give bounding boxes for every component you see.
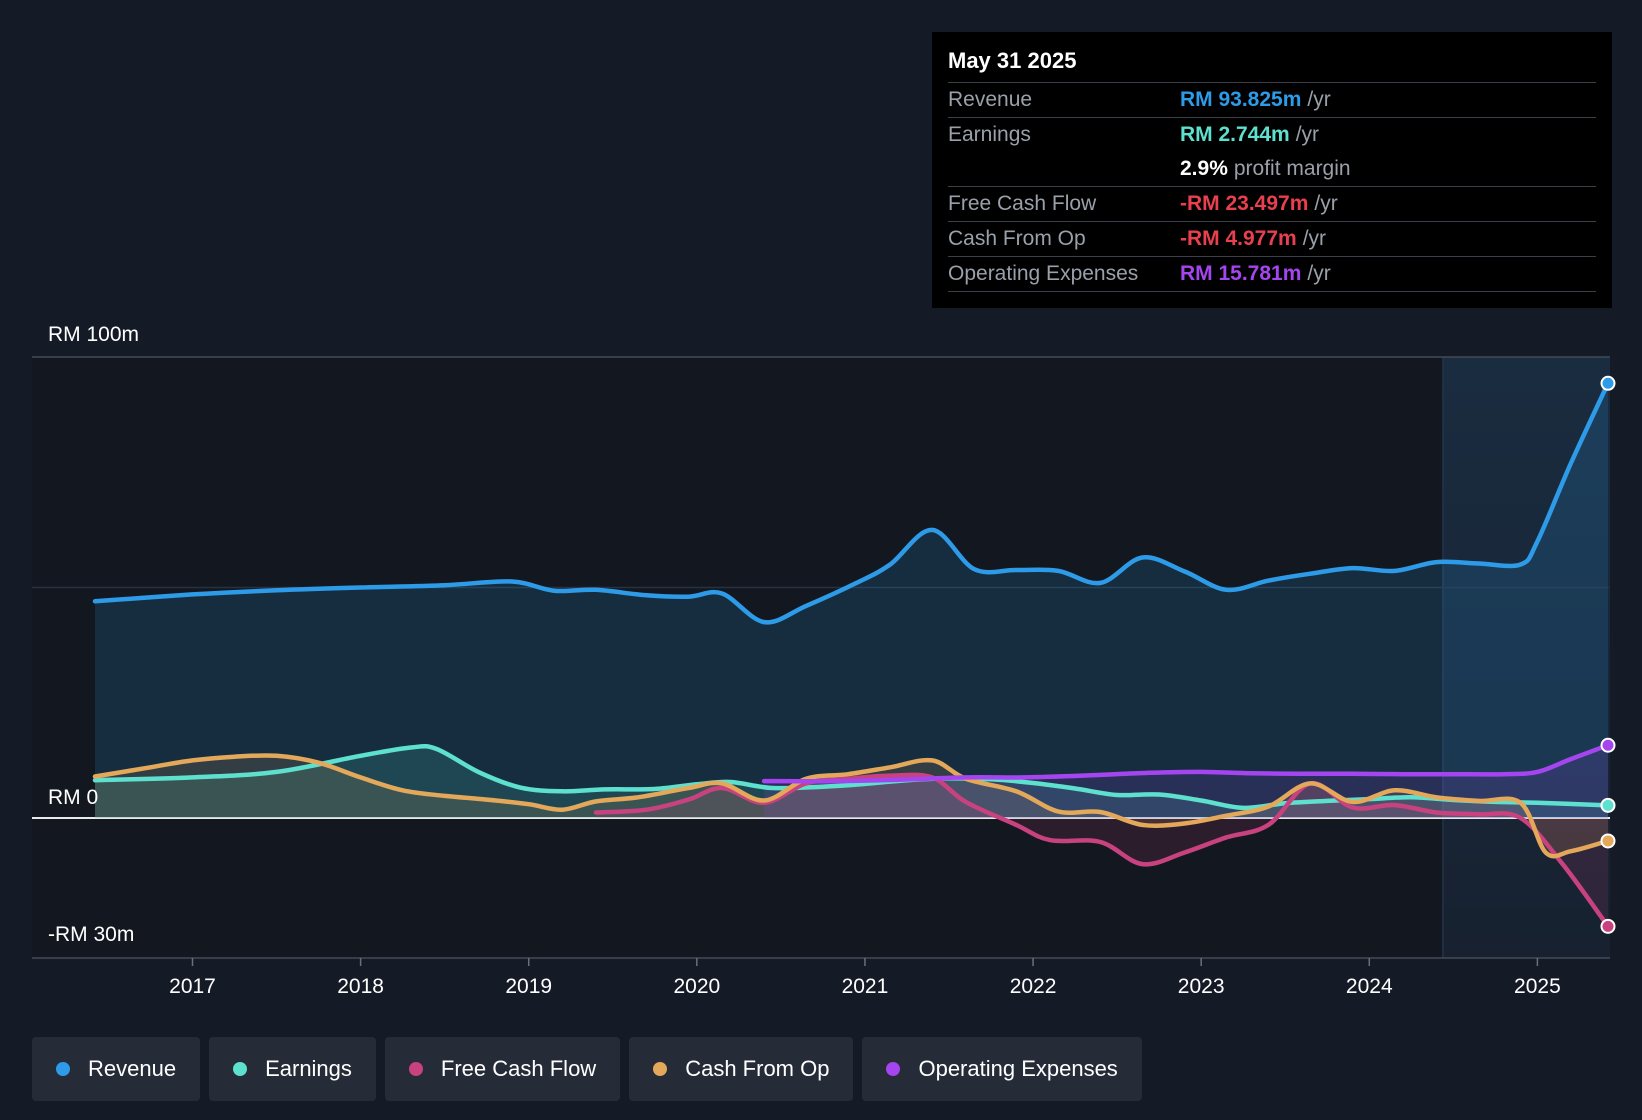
tooltip-unit: /yr	[1307, 88, 1331, 111]
tooltip-unit: /yr	[1314, 192, 1338, 215]
legend-dot-icon	[233, 1062, 248, 1076]
plot-background	[32, 357, 1443, 958]
recent-period-band	[1443, 357, 1610, 958]
free-cash-flow-end-point	[1600, 918, 1616, 934]
tooltip-label: Revenue	[948, 88, 1033, 111]
y-axis-labels: RM 100m RM 0 -RM 30m	[48, 323, 139, 946]
x-tick-label: 2024	[1346, 975, 1393, 998]
earnings-end-point	[1600, 797, 1616, 813]
tooltip-row-earnings: Earnings RM 2.744m /yr	[948, 118, 1596, 152]
tooltip-unit: /yr	[1295, 123, 1320, 146]
legend-label: Revenue	[88, 1056, 177, 1081]
tooltip-value: RM 2.744m	[1180, 123, 1290, 146]
tooltip-label: Operating Expenses	[948, 262, 1139, 285]
legend-label: Earnings	[265, 1056, 352, 1081]
tooltip-row-profit-margin: 2.9% profit margin	[948, 152, 1596, 187]
legend-item-operating-expenses[interactable]: Operating Expenses	[862, 1037, 1142, 1101]
tooltip-unit: profit margin	[1233, 157, 1351, 180]
legend-item-earnings[interactable]: Earnings	[209, 1037, 376, 1101]
x-tick-label: 2022	[1010, 975, 1057, 998]
tooltip-label: Earnings	[948, 123, 1031, 146]
x-tick-label: 2018	[337, 975, 384, 998]
series-end-markers	[1600, 375, 1616, 934]
legend-dot-icon	[886, 1062, 901, 1076]
tooltip-row-free-cash-flow: Free Cash Flow -RM 23.497m /yr	[948, 187, 1596, 222]
gridlines	[32, 356, 1610, 959]
revenue-area	[95, 383, 1608, 818]
tooltip-value: 2.9%	[1180, 157, 1228, 180]
tooltip-date: May 31 2025	[948, 46, 1596, 83]
legend-dot-icon	[56, 1062, 70, 1076]
legend-label: Operating Expenses	[918, 1056, 1118, 1081]
x-tick-label: 2020	[673, 975, 720, 998]
free-cash-flow-line	[593, 772, 1611, 929]
legend-item-cash-from-op[interactable]: Cash From Op	[629, 1037, 854, 1101]
legend-item-revenue[interactable]: Revenue	[32, 1037, 201, 1101]
y-tick-label: -RM 30m	[48, 923, 134, 946]
tooltip-label: Free Cash Flow	[948, 192, 1097, 215]
y-tick-label: RM 100m	[48, 323, 139, 346]
legend-label: Cash From Op	[685, 1056, 830, 1081]
x-tick-label: 2019	[505, 975, 552, 998]
revenue-line	[92, 381, 1611, 625]
tooltip-value: RM 93.825m	[1180, 88, 1302, 111]
operating-expenses-line	[761, 742, 1611, 784]
tooltip-value: -RM 4.977m	[1180, 227, 1297, 250]
free-cash-flow-area	[596, 774, 1608, 927]
x-tick-label: 2017	[169, 975, 216, 998]
x-tick-label: 2021	[842, 975, 889, 998]
x-tick-label: 2025	[1514, 975, 1561, 998]
cash-from-op-end-point	[1600, 833, 1616, 849]
tooltip-row-cash-from-op: Cash From Op -RM 4.977m /yr	[948, 222, 1596, 257]
legend-dot-icon	[408, 1062, 423, 1076]
y-tick-label: RM 0	[48, 786, 98, 809]
tooltip-value: -RM 23.497m	[1180, 192, 1309, 215]
legend: Revenue Earnings Free Cash Flow Cash Fro…	[32, 1037, 1142, 1101]
x-tick-label: 2023	[1178, 975, 1225, 998]
tooltip-value: RM 15.781m	[1180, 262, 1302, 285]
cash-from-op-line	[92, 753, 1611, 859]
tooltip-unit: /yr	[1307, 262, 1331, 285]
revenue-end-point	[1600, 375, 1616, 391]
tooltip-unit: /yr	[1302, 227, 1327, 250]
tooltip-row-revenue: Revenue RM 93.825m /yr	[948, 83, 1596, 118]
data-tooltip: May 31 2025 Revenue RM 93.825m /yr Earni…	[932, 32, 1612, 308]
tooltip-label: Cash From Op	[948, 227, 1086, 250]
legend-dot-icon	[653, 1062, 668, 1076]
operating-expenses-end-point	[1600, 737, 1616, 753]
x-axis-labels: 2017 2018 2019 2020 2021 2022 2023 2024 2025	[169, 958, 1561, 998]
legend-item-free-cash-flow[interactable]: Free Cash Flow	[384, 1037, 621, 1101]
series-lines	[92, 381, 1611, 929]
cash-from-op-area	[95, 755, 1608, 857]
tooltip-row-operating-expenses: Operating Expenses RM 15.781m /yr	[948, 257, 1596, 292]
legend-label: Free Cash Flow	[440, 1056, 597, 1081]
